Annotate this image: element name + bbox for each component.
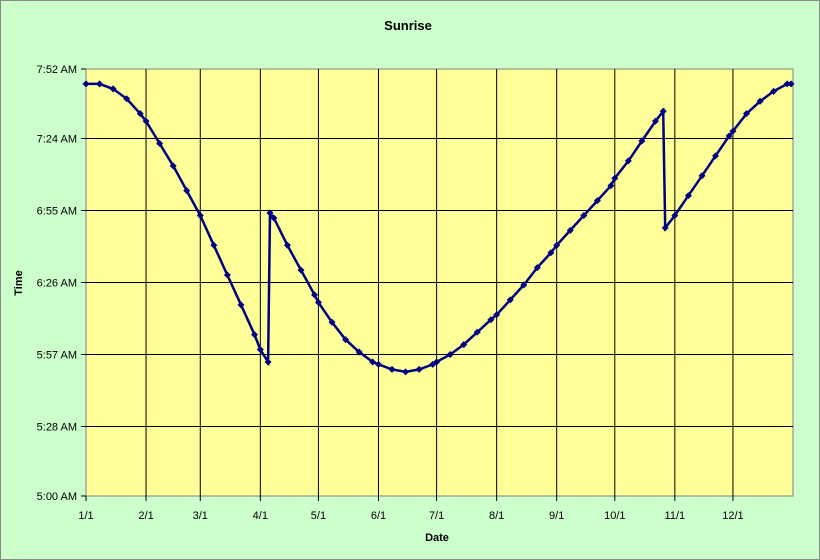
x-tick-label: 3/1 <box>193 510 208 522</box>
x-tick-label: 10/1 <box>604 510 625 522</box>
x-tick-label: 1/1 <box>78 510 93 522</box>
data-point <box>638 137 646 145</box>
x-tick-label: 5/1 <box>311 510 326 522</box>
data-point <box>256 346 264 354</box>
data-point <box>433 358 441 366</box>
y-tick-label: 5:28 AM <box>37 421 77 433</box>
data-point <box>580 211 588 219</box>
data-point <box>251 331 259 339</box>
data-point <box>729 127 737 135</box>
data-point <box>388 365 396 373</box>
data-point <box>671 211 679 219</box>
data-point <box>183 187 191 195</box>
data-point <box>712 152 720 160</box>
data-point <box>142 117 150 125</box>
data-point <box>283 241 291 249</box>
data-point <box>156 139 164 147</box>
data-point <box>237 301 245 309</box>
sunrise-series-points <box>82 80 795 376</box>
y-tick-label: 7:52 AM <box>37 64 77 76</box>
data-point <box>783 80 791 88</box>
x-tick-label: 8/1 <box>489 510 504 522</box>
x-tick-label: 9/1 <box>549 510 564 522</box>
data-point <box>493 311 501 319</box>
data-point <box>109 85 117 93</box>
data-point <box>369 358 377 366</box>
data-point <box>698 172 706 180</box>
x-tick-label: 11/1 <box>665 510 686 522</box>
data-point <box>82 80 90 88</box>
data-point <box>473 328 481 336</box>
y-tick-label: 5:57 AM <box>37 349 77 361</box>
x-tick-label: 2/1 <box>138 510 153 522</box>
x-axis-tick-labels: 1/1 2/1 3/1 4/1 5/1 6/1 7/1 8/1 9/1 10/1 11/1 12/1 <box>78 510 743 522</box>
y-tick-label: 6:26 AM <box>37 278 77 290</box>
x-tick-label: 4/1 <box>253 510 268 522</box>
x-tick-label: 6/1 <box>371 510 386 522</box>
data-point <box>533 264 541 272</box>
data-point <box>743 110 751 118</box>
data-point <box>328 318 336 326</box>
data-point <box>487 316 495 324</box>
data-point <box>725 132 733 140</box>
x-tick-label: 12/1 <box>722 510 743 522</box>
data-point <box>264 358 272 366</box>
data-point <box>210 241 218 249</box>
data-point <box>342 336 350 344</box>
x-axis-label: Date <box>425 532 449 544</box>
y-tick-label: 6:55 AM <box>37 206 77 218</box>
data-point <box>624 157 632 165</box>
data-point <box>506 296 514 304</box>
data-point <box>311 291 319 299</box>
chart-title: Sunrise <box>384 18 432 33</box>
data-point <box>661 224 669 232</box>
data-point <box>651 117 659 125</box>
data-point <box>314 298 322 306</box>
data-point <box>593 197 601 205</box>
data-point <box>123 95 131 103</box>
y-tick-label: 7:24 AM <box>37 134 77 146</box>
x-tick-label: 7/1 <box>429 510 444 522</box>
data-point <box>520 281 528 289</box>
data-point <box>611 174 619 182</box>
data-point <box>415 365 423 373</box>
data-point <box>96 80 104 88</box>
data-point <box>223 271 231 279</box>
data-point <box>770 87 778 95</box>
data-point <box>553 241 561 249</box>
data-point <box>446 350 454 358</box>
data-point <box>355 348 363 356</box>
data-point <box>607 182 615 190</box>
data-point <box>169 162 177 170</box>
data-point <box>460 341 468 349</box>
data-point <box>266 209 274 217</box>
data-point <box>684 192 692 200</box>
data-point <box>566 226 574 234</box>
data-point <box>270 214 278 222</box>
y-axis-label: Time <box>13 270 25 295</box>
gridlines <box>81 68 793 501</box>
data-point <box>136 110 144 118</box>
y-axis-tick-labels: 5:00 AM 5:28 AM 5:57 AM 6:26 AM 6:55 AM 7:24 … <box>37 64 77 503</box>
y-tick-label: 5:00 AM <box>37 491 77 503</box>
data-point <box>402 368 410 376</box>
data-point <box>787 80 795 88</box>
data-point <box>196 211 204 219</box>
data-point <box>374 360 382 368</box>
data-point <box>297 266 305 274</box>
data-point <box>547 249 555 257</box>
data-point <box>756 97 764 105</box>
data-point <box>659 107 667 115</box>
